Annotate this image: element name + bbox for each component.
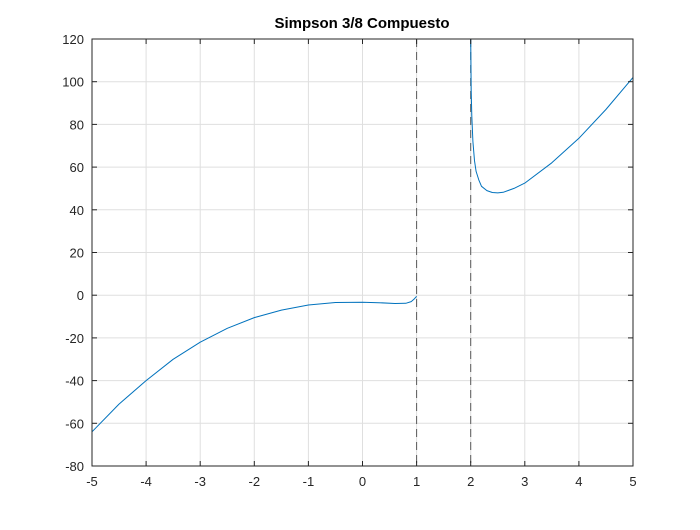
x-tick-label: -3 <box>194 474 206 489</box>
x-tick-label: 3 <box>521 474 528 489</box>
x-tick-label: -5 <box>86 474 98 489</box>
x-tick-label: 1 <box>413 474 420 489</box>
y-tick-label: -20 <box>65 331 84 346</box>
y-tick-label: 100 <box>62 75 84 90</box>
x-tick-label: -2 <box>249 474 261 489</box>
y-tick-label: 20 <box>70 246 84 261</box>
chart-title: Simpson 3/8 Compuesto <box>274 15 449 32</box>
x-tick-label: 2 <box>467 474 474 489</box>
x-tick-label: -1 <box>303 474 315 489</box>
y-tick-label: 120 <box>62 32 84 47</box>
series-line-segment <box>91 295 417 433</box>
x-tick-label: 5 <box>629 474 636 489</box>
series-layer <box>91 38 634 433</box>
y-tick-label: 0 <box>77 288 84 303</box>
asymptotes <box>416 39 472 466</box>
y-axis-ticks: -80 -60 -40 -20 0 20 40 60 80 100 120 <box>62 32 633 474</box>
y-tick-label: -40 <box>65 374 84 389</box>
y-tick-label: 40 <box>70 203 84 218</box>
y-tick-label: 60 <box>70 160 84 175</box>
series-line-segment <box>470 38 634 194</box>
x-tick-label: -4 <box>140 474 152 489</box>
y-tick-label: -80 <box>65 459 84 474</box>
y-tick-label: -60 <box>65 416 84 431</box>
x-tick-label: 0 <box>359 474 366 489</box>
x-axis-ticks: -5 -4 -3 -2 -1 0 1 2 3 4 5 <box>86 39 637 489</box>
x-tick-label: 4 <box>575 474 582 489</box>
y-tick-label: 80 <box>70 117 84 132</box>
